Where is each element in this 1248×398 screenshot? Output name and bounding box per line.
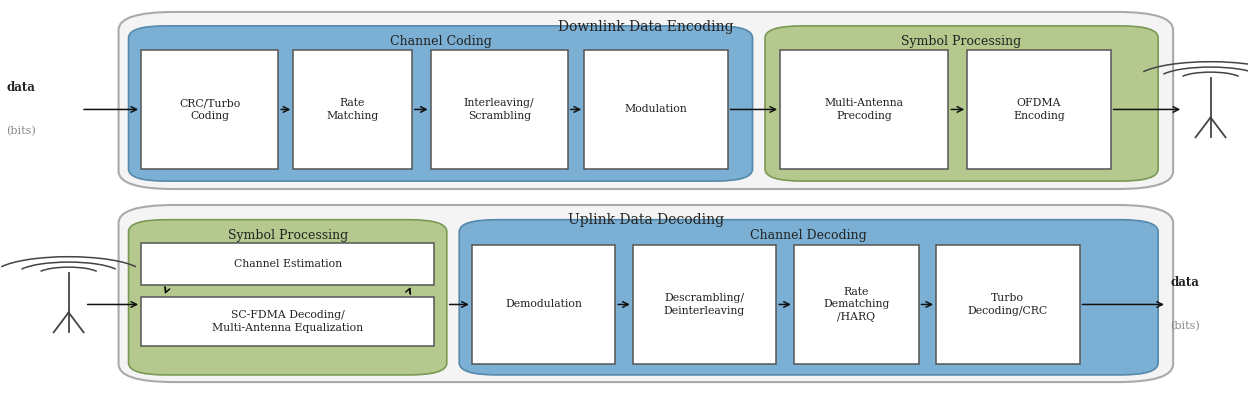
Text: (bits): (bits) xyxy=(6,126,36,137)
Text: SC-FDMA Decoding/
Multi-Antenna Equalization: SC-FDMA Decoding/ Multi-Antenna Equaliza… xyxy=(212,310,363,333)
Text: Rate
Matching: Rate Matching xyxy=(327,98,378,121)
FancyBboxPatch shape xyxy=(967,50,1111,169)
Text: data: data xyxy=(6,81,35,94)
FancyBboxPatch shape xyxy=(129,220,447,375)
Text: Channel Coding: Channel Coding xyxy=(389,35,492,48)
Text: (bits): (bits) xyxy=(1171,321,1201,332)
FancyBboxPatch shape xyxy=(141,297,434,346)
Text: Turbo
Decoding/CRC: Turbo Decoding/CRC xyxy=(967,293,1048,316)
Text: Symbol Processing: Symbol Processing xyxy=(901,35,1022,48)
Text: Channel Decoding: Channel Decoding xyxy=(750,229,867,242)
FancyBboxPatch shape xyxy=(765,26,1158,181)
Text: Descrambling/
Deinterleaving: Descrambling/ Deinterleaving xyxy=(664,293,745,316)
FancyBboxPatch shape xyxy=(794,245,919,364)
FancyBboxPatch shape xyxy=(119,205,1173,382)
FancyBboxPatch shape xyxy=(431,50,568,169)
Text: OFDMA
Encoding: OFDMA Encoding xyxy=(1013,98,1065,121)
FancyBboxPatch shape xyxy=(459,220,1158,375)
FancyBboxPatch shape xyxy=(780,50,948,169)
FancyBboxPatch shape xyxy=(141,50,278,169)
Text: CRC/Turbo
Coding: CRC/Turbo Coding xyxy=(178,98,241,121)
FancyBboxPatch shape xyxy=(129,26,753,181)
Text: Symbol Processing: Symbol Processing xyxy=(227,229,348,242)
FancyBboxPatch shape xyxy=(633,245,776,364)
FancyBboxPatch shape xyxy=(119,12,1173,189)
Text: Downlink Data Encoding: Downlink Data Encoding xyxy=(558,20,734,34)
Text: Modulation: Modulation xyxy=(624,104,688,115)
FancyBboxPatch shape xyxy=(293,50,412,169)
FancyBboxPatch shape xyxy=(584,50,728,169)
FancyBboxPatch shape xyxy=(936,245,1080,364)
Text: Demodulation: Demodulation xyxy=(505,299,582,310)
Text: Rate
Dematching
/HARQ: Rate Dematching /HARQ xyxy=(822,287,890,322)
Text: data: data xyxy=(1171,276,1199,289)
Text: Multi-Antenna
Precoding: Multi-Antenna Precoding xyxy=(825,98,904,121)
FancyBboxPatch shape xyxy=(472,245,615,364)
Text: Uplink Data Decoding: Uplink Data Decoding xyxy=(568,213,724,227)
Text: Interleaving/
Scrambling: Interleaving/ Scrambling xyxy=(464,98,534,121)
Text: Channel Estimation: Channel Estimation xyxy=(233,259,342,269)
FancyBboxPatch shape xyxy=(141,243,434,285)
